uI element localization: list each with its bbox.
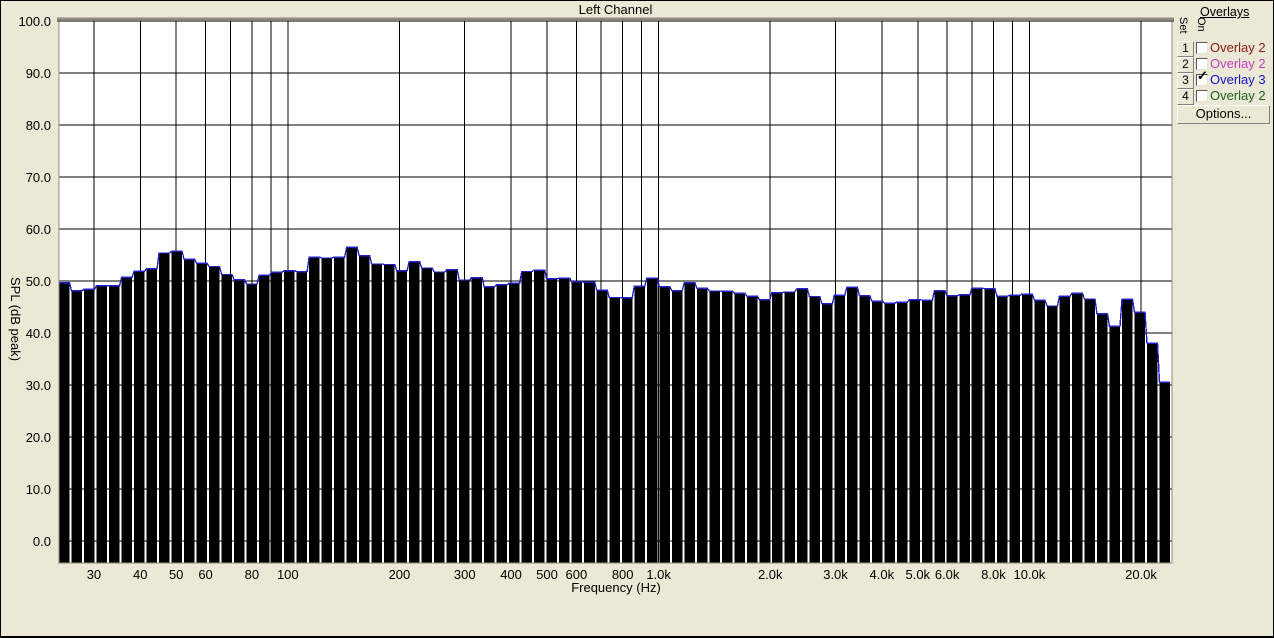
svg-text:30: 30 — [87, 567, 101, 582]
svg-text:100.0: 100.0 — [18, 14, 51, 29]
svg-text:30.0: 30.0 — [26, 378, 51, 393]
svg-text:5.0k: 5.0k — [905, 567, 930, 582]
svg-text:200: 200 — [389, 567, 411, 582]
svg-text:10.0: 10.0 — [26, 482, 51, 497]
svg-text:20.0k: 20.0k — [1125, 567, 1157, 582]
svg-text:40.0: 40.0 — [26, 326, 51, 341]
svg-text:2.0k: 2.0k — [758, 567, 783, 582]
svg-text:10.0k: 10.0k — [1013, 567, 1045, 582]
svg-text:50: 50 — [169, 567, 183, 582]
svg-text:0.0: 0.0 — [33, 534, 51, 549]
svg-text:3.0k: 3.0k — [823, 567, 848, 582]
svg-text:80: 80 — [245, 567, 259, 582]
svg-text:100: 100 — [277, 567, 299, 582]
svg-text:4.0k: 4.0k — [870, 567, 895, 582]
svg-text:60.0: 60.0 — [26, 222, 51, 237]
svg-text:20.0: 20.0 — [26, 430, 51, 445]
svg-text:70.0: 70.0 — [26, 170, 51, 185]
svg-text:6.0k: 6.0k — [935, 567, 960, 582]
svg-text:40: 40 — [133, 567, 147, 582]
svg-text:80.0: 80.0 — [26, 118, 51, 133]
svg-text:90.0: 90.0 — [26, 66, 51, 81]
svg-text:8.0k: 8.0k — [981, 567, 1006, 582]
svg-text:50.0: 50.0 — [26, 274, 51, 289]
svg-text:60: 60 — [198, 567, 212, 582]
svg-text:300: 300 — [454, 567, 476, 582]
